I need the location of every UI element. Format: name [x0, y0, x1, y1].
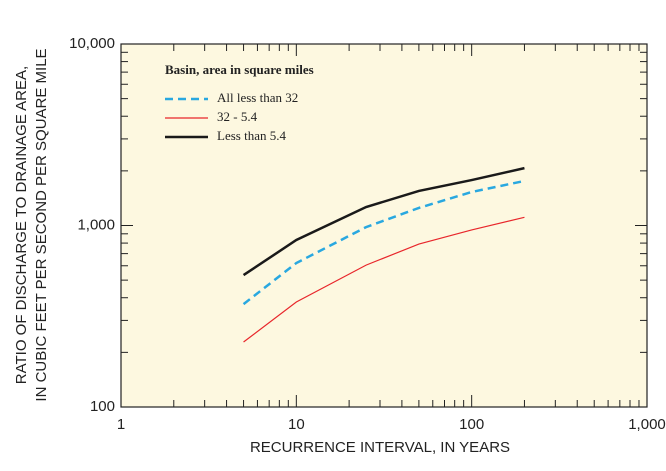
y-axis-label: IN CUBIC FEET PER SECOND PER SQUARE MILE	[33, 48, 50, 401]
series-line	[243, 216, 525, 343]
x-tick-label: 1	[117, 416, 125, 433]
x-tick-label: 10	[288, 416, 305, 433]
legend-label: 32 - 5.4	[217, 109, 258, 124]
y-axis-label: RATIO OF DISCHARGE TO DRAINAGE AREA,	[13, 66, 30, 384]
y-tick-label: 1,000	[77, 216, 115, 233]
y-tick-label: 10,000	[69, 35, 115, 52]
series-line	[242, 166, 525, 277]
legend-title: Basin, area in square miles	[165, 62, 314, 77]
legend-label: Less than 5.4	[217, 128, 286, 143]
series-line	[242, 179, 525, 306]
legend-label: All less than 32	[217, 90, 298, 105]
y-tick-label: 100	[90, 398, 115, 415]
x-tick-label: 100	[459, 416, 484, 433]
plot-area	[120, 43, 648, 408]
x-tick-label: 1,000	[628, 416, 666, 433]
x-axis-label: RECURRENCE INTERVAL, IN YEARS	[250, 439, 510, 456]
